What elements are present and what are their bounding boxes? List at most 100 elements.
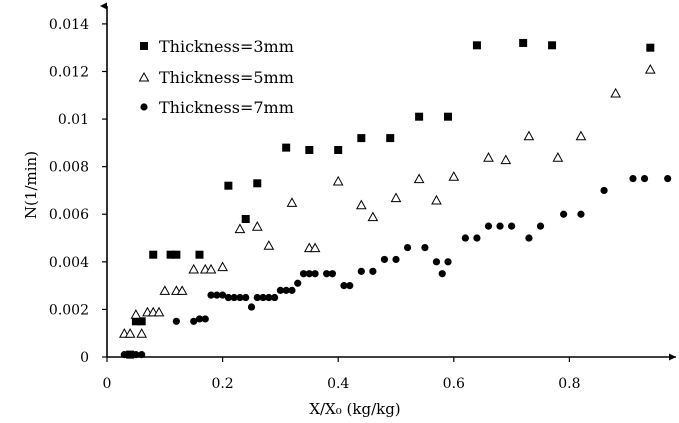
data-point	[276, 286, 284, 294]
legend: Thickness=3mm Thickness=5mm Thickness=7m…	[138, 37, 294, 117]
data-point	[472, 41, 481, 50]
data-point	[207, 291, 215, 299]
data-point	[253, 293, 261, 302]
data-point	[357, 267, 365, 275]
y-tick-label: 0.008	[49, 160, 89, 176]
data-point	[242, 293, 250, 302]
data-point	[305, 270, 313, 278]
series-square	[126, 38, 655, 359]
data-point	[265, 293, 273, 302]
data-point	[131, 317, 140, 326]
x-axis-title: X/X₀ (kg/kg)	[309, 400, 400, 418]
data-point	[213, 291, 221, 299]
data-point	[219, 291, 227, 299]
data-point	[282, 143, 291, 152]
data-point	[548, 41, 557, 50]
data-point	[309, 242, 321, 253]
data-point	[286, 197, 298, 207]
x-tick-label: 0.6	[443, 376, 465, 392]
data-point	[444, 112, 453, 121]
data-point	[136, 328, 148, 338]
data-point	[224, 181, 233, 190]
x-tick-label: 0.4	[327, 376, 349, 392]
data-point	[496, 222, 504, 230]
data-point	[340, 282, 348, 290]
data-point	[305, 146, 314, 154]
data-point	[664, 174, 672, 183]
y-tick-label: 0	[80, 350, 89, 366]
data-point	[508, 222, 516, 230]
data-point	[523, 130, 535, 141]
data-point	[644, 64, 656, 74]
data-point	[415, 112, 424, 121]
data-point	[484, 222, 493, 230]
data-point	[124, 328, 136, 338]
data-point	[299, 270, 308, 278]
data-point	[500, 154, 512, 165]
data-point	[432, 258, 441, 266]
series-circle	[120, 174, 672, 359]
data-point	[390, 192, 402, 203]
data-point	[392, 255, 400, 264]
legend-marker-circle	[140, 103, 148, 111]
data-point	[263, 240, 275, 250]
legend-label: Thickness=3mm	[159, 37, 294, 56]
data-point	[473, 234, 481, 242]
data-point	[328, 270, 337, 278]
data-point	[311, 270, 319, 278]
data-point	[120, 351, 128, 359]
data-point	[525, 234, 533, 242]
data-point	[646, 43, 655, 52]
data-point	[130, 309, 142, 319]
data-point	[166, 250, 175, 259]
data-point	[519, 38, 528, 47]
data-point	[367, 211, 379, 222]
data-point	[610, 87, 621, 98]
data-point	[217, 261, 228, 272]
data-point	[282, 286, 290, 294]
data-point	[132, 351, 140, 359]
y-tick-label: 0.014	[49, 17, 89, 33]
legend-label: Thickness=7mm	[159, 98, 294, 117]
data-point	[332, 175, 344, 186]
y-tick-label: 0.002	[49, 302, 89, 318]
data-point	[357, 134, 366, 143]
data-point	[355, 199, 367, 210]
data-point	[413, 173, 425, 184]
data-point	[575, 130, 587, 141]
data-point	[294, 279, 302, 287]
legend-marker-triangle	[138, 71, 150, 82]
data-point	[369, 267, 377, 275]
data-point	[241, 215, 250, 223]
data-point	[288, 286, 296, 294]
data-point	[188, 263, 200, 274]
data-point	[600, 186, 608, 195]
data-point	[461, 234, 469, 242]
y-tick-label: 0.012	[49, 64, 89, 80]
legend-label: Thickness=5mm	[159, 68, 294, 87]
data-point	[224, 293, 232, 302]
data-point	[234, 223, 246, 234]
x-tick-label: 0	[103, 376, 112, 392]
data-point	[195, 250, 204, 259]
data-point	[271, 293, 279, 302]
data-point	[259, 293, 267, 302]
data-point	[230, 293, 238, 302]
data-point	[438, 270, 446, 278]
series-triangle	[118, 64, 656, 338]
legend-item-5mm: Thickness=5mm	[138, 68, 294, 87]
legend-item-3mm: Thickness=3mm	[140, 37, 294, 56]
data-point	[190, 317, 198, 325]
data-point	[138, 351, 146, 359]
data-point	[176, 285, 188, 295]
data-point	[640, 174, 649, 183]
data-point	[560, 210, 568, 218]
data-point	[403, 243, 412, 252]
data-point	[159, 285, 171, 295]
data-point	[386, 134, 395, 143]
x-tick-label: 0.2	[211, 376, 233, 392]
data-point	[629, 174, 637, 183]
data-point	[444, 258, 452, 266]
data-point	[195, 315, 204, 323]
data-point	[334, 146, 343, 154]
